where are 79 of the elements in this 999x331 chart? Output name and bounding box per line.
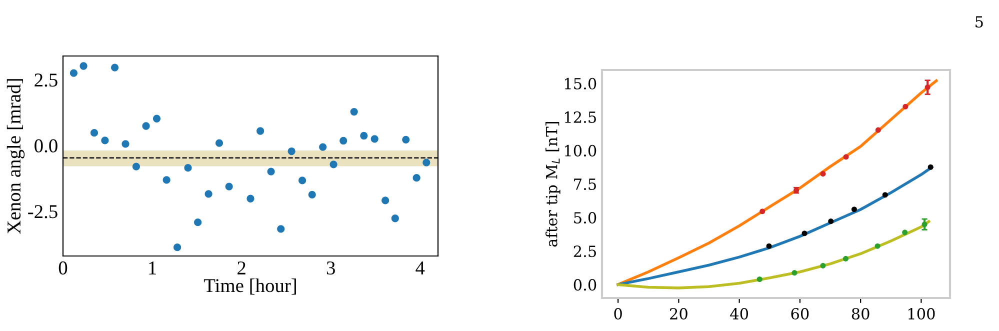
point [382,196,390,204]
point [360,132,368,140]
point [225,182,233,190]
point [267,168,275,176]
point [330,160,338,168]
y-tick-label: -2.5 [28,205,58,218]
point [308,190,316,199]
x-tick-label: 80 [852,308,870,320]
point [101,136,109,144]
point [928,164,934,170]
point [277,225,285,233]
point [204,190,212,198]
point [90,129,98,137]
x-axis-title: Time [hour] [204,278,296,295]
point [820,171,826,177]
point [110,64,119,72]
point [80,62,88,70]
y-tick-label: 2.5 [574,246,596,258]
line-series [616,79,938,286]
y-tick-label: 12.5 [564,111,596,123]
point [882,192,888,198]
point [70,69,78,77]
point [246,194,254,202]
x-tick-label: 20 [670,308,688,320]
x-tick-label: 4 [416,262,425,274]
point [820,262,826,268]
point [874,243,880,249]
line-series [616,220,930,290]
x-tick-label: 3 [326,261,335,275]
text: 5 [976,16,983,28]
x-tick-label: 0 [614,308,622,320]
y-tick-label: 7.5 [574,178,596,190]
point [828,218,834,224]
point [370,135,378,143]
x-tick-label: 60 [791,308,809,320]
point [756,276,762,282]
y-tick-label: 0.0 [574,279,596,291]
point [391,214,399,222]
x-tick-label: 2 [238,261,246,274]
point [184,164,192,172]
point [851,206,857,212]
point [256,127,264,135]
point [402,136,410,144]
point [422,158,430,166]
point [173,243,182,252]
x-tick-label: 1 [149,262,156,274]
point [842,256,848,262]
point [412,174,420,182]
point [132,162,140,170]
point [319,143,327,151]
line-series [616,166,934,286]
point [875,127,881,133]
point [298,176,306,184]
point [902,230,908,236]
point [350,108,358,116]
y-tick-label: 0.0 [34,139,58,152]
y-axis-title: after tip M$_{L}$ [nT] [546,122,560,247]
y-tick-label: 10.0 [564,144,596,156]
y-tick-label: 2.5 [34,74,58,87]
point [162,176,170,184]
point [194,218,202,226]
point [760,208,766,214]
x-tick-label: 0 [58,261,68,275]
point [122,140,130,148]
y-tick-label: 15.0 [564,78,596,90]
y-axis-title: Xenon angle [mrad] [6,79,25,234]
point [792,270,798,276]
y-tick-label: 5.0 [574,212,596,224]
point [215,139,224,147]
point [288,147,296,156]
x-tick-label: 100 [908,308,935,320]
point [802,230,808,236]
point [340,136,348,145]
point [152,114,161,122]
x-tick-label: 40 [730,308,748,320]
point [902,104,908,110]
point [843,154,849,160]
point [766,243,772,249]
point [142,122,150,130]
